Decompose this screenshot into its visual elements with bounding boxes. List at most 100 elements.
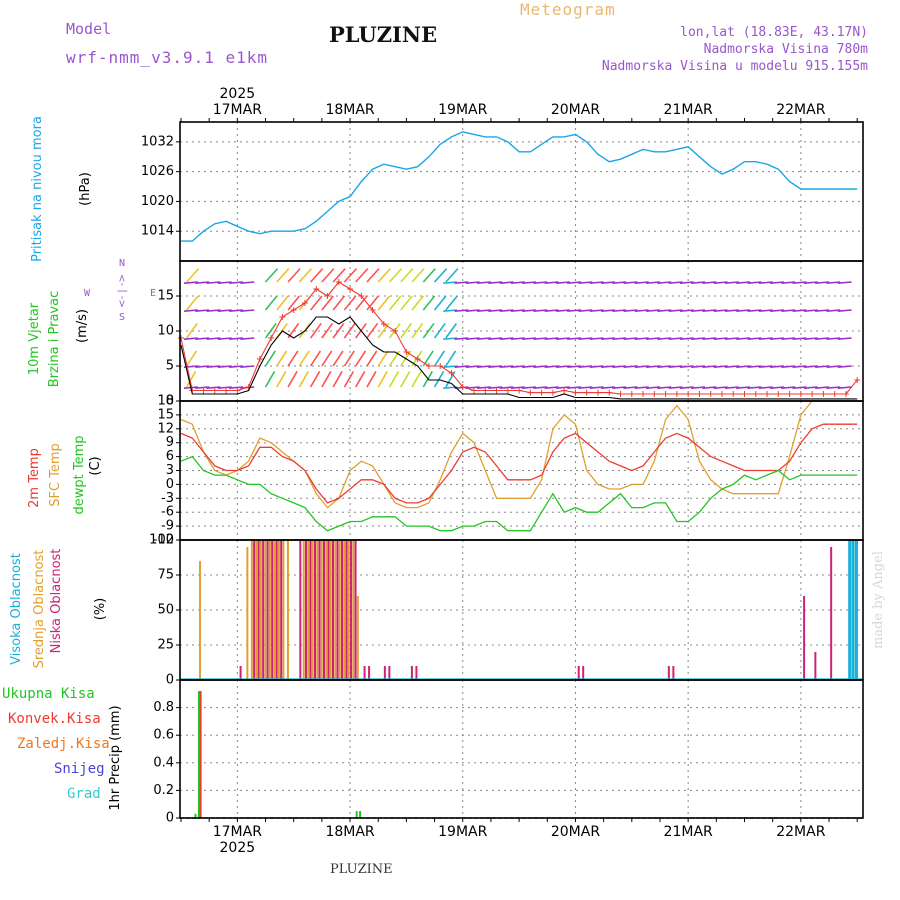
wind-barb <box>433 350 446 367</box>
mid-cloud-bar <box>307 540 310 680</box>
wind-speed-line <box>180 316 858 400</box>
convective-precip-bar <box>199 691 202 818</box>
wind-barb <box>837 309 852 313</box>
wind-barb <box>702 309 717 313</box>
wind-gust-marker <box>831 391 838 397</box>
wind-barb <box>476 337 491 341</box>
wind-gust-marker <box>741 391 748 397</box>
wind-barb <box>332 295 346 311</box>
wind-barb <box>792 365 807 369</box>
low-cloud-bar <box>415 666 418 680</box>
low-cloud-bar <box>368 666 371 680</box>
wind-barb <box>264 322 277 339</box>
wind-barb <box>321 295 334 311</box>
wind-barb <box>321 350 333 367</box>
wind-barb <box>332 268 346 283</box>
legend-graupel: Grad <box>67 786 101 802</box>
pressure-ytick-label: 1020 <box>141 194 174 209</box>
model-name: wrf-nmm_v3.9.1 e1km <box>66 48 269 67</box>
wind-barb <box>185 322 198 339</box>
pressure-ytick-label: 1014 <box>141 224 174 239</box>
day-label-top: 19MAR <box>438 102 487 118</box>
mid-cloud-bar <box>338 540 341 680</box>
wind-barb <box>183 281 198 285</box>
wind-gust-marker <box>482 387 489 394</box>
wind-gust-marker <box>223 387 230 394</box>
wind-barb <box>634 281 649 285</box>
wind-barb <box>454 337 469 341</box>
wind-barb <box>422 322 435 339</box>
wind-barb <box>713 386 728 390</box>
wind-barb <box>343 322 356 339</box>
wind-barb <box>826 386 841 390</box>
low-cloud-bar <box>383 666 386 680</box>
mid-cloud-bar <box>250 540 253 680</box>
wind-barb <box>321 371 332 388</box>
wind-barb <box>589 337 604 341</box>
wind-barb <box>623 337 638 341</box>
wind-barb <box>510 337 525 341</box>
mid-cloud-bar <box>325 540 328 680</box>
low-cloud-bar <box>814 652 817 680</box>
wind-barb <box>668 386 683 390</box>
wind-barb <box>276 268 290 283</box>
wind-gust-marker <box>459 384 466 390</box>
wind-gust-marker <box>392 328 399 334</box>
mid-cloud-bar <box>356 596 359 680</box>
wind-barb <box>454 365 469 369</box>
wind-barb <box>411 322 424 339</box>
wind-barb <box>195 309 210 313</box>
wind-barb <box>668 309 683 313</box>
low-cloud-bar <box>336 540 339 680</box>
low-cloud-bar <box>341 540 344 680</box>
day-label-bottom: 18MAR <box>325 824 374 840</box>
wind-barb <box>702 281 717 285</box>
wind-barb <box>758 309 773 313</box>
wind-barb <box>657 309 672 313</box>
wind-barb <box>679 281 694 285</box>
wind-barb <box>332 371 343 388</box>
wind-barb <box>747 386 762 390</box>
wind-barb <box>355 350 367 367</box>
mid-cloud-bar <box>273 540 276 680</box>
wind-barb <box>758 337 773 341</box>
wind-barb <box>713 365 728 369</box>
wind-gust-marker <box>809 391 816 397</box>
mid-cloud-bar <box>277 540 280 680</box>
wind-barb <box>736 365 751 369</box>
wind-gust-marker <box>493 387 500 394</box>
wind-barb <box>476 386 491 390</box>
wind-gust-marker <box>256 356 263 362</box>
footer-station: PLUZINE <box>330 862 393 877</box>
wind-barb <box>589 309 604 313</box>
wind-barb <box>578 281 593 285</box>
model-label: Model <box>66 20 112 38</box>
wind-barb <box>298 371 310 388</box>
wind-gust-marker <box>606 389 613 396</box>
wind-gust-marker <box>797 391 804 397</box>
wind-barb <box>287 371 298 388</box>
wind-barb <box>713 309 728 313</box>
wind-gust-marker <box>538 389 545 396</box>
wind-barb <box>499 337 514 341</box>
wind-barb <box>377 371 388 388</box>
wind-barb <box>217 365 232 369</box>
wind-barb <box>476 309 491 313</box>
low-cloud-bar <box>313 540 316 680</box>
wind-gust-marker <box>437 363 444 369</box>
wind-barb <box>736 337 751 341</box>
wind-gust-marker <box>268 335 275 341</box>
wind-barb <box>298 268 312 283</box>
day-label-bottom: 17MAR <box>213 824 262 840</box>
legend-freezing-rain: Zaledj.Kisa <box>17 736 110 752</box>
total-precip-bar <box>194 813 197 818</box>
wind-gust-marker <box>583 389 590 396</box>
wind-barb <box>578 337 593 341</box>
wind-barb <box>837 365 852 369</box>
wind-barb <box>433 268 448 283</box>
pressure-ytick-label: 1032 <box>141 134 174 149</box>
wind-gust-marker <box>380 321 387 327</box>
mid-cloud-bar <box>286 540 289 680</box>
wind-barb <box>781 281 796 285</box>
wind-barb <box>679 386 694 390</box>
